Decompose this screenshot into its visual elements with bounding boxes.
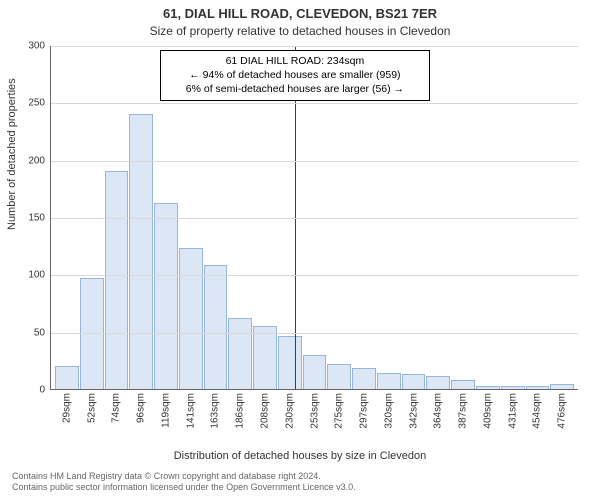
- x-tick-label: 431sqm: [507, 389, 518, 429]
- histogram-bar: [55, 366, 79, 389]
- annotation-line-3: 6% of semi-detached houses are larger (5…: [169, 82, 421, 96]
- y-tick-label: 250: [28, 98, 51, 109]
- histogram-bar: [228, 318, 252, 389]
- histogram-bar: [253, 326, 277, 389]
- y-tick-label: 150: [28, 213, 51, 224]
- x-tick-label: 119sqm: [160, 389, 171, 428]
- x-axis-label: Distribution of detached houses by size …: [0, 450, 600, 462]
- annotation-box: 61 DIAL HILL ROAD: 234sqm ← 94% of detac…: [160, 50, 430, 101]
- chart-title: 61, DIAL HILL ROAD, CLEVEDON, BS21 7ER: [0, 6, 600, 21]
- x-tick-label: 364sqm: [433, 389, 444, 429]
- plot-area: 29sqm52sqm74sqm96sqm119sqm141sqm163sqm18…: [50, 46, 578, 390]
- histogram-bar: [278, 336, 302, 389]
- histogram-bar: [204, 265, 228, 389]
- gridline: [51, 218, 578, 219]
- histogram-bar: [129, 114, 153, 389]
- x-tick-label: 409sqm: [482, 389, 493, 429]
- gridline: [51, 103, 578, 104]
- histogram-bar: [402, 374, 426, 389]
- x-tick-label: 476sqm: [557, 389, 568, 429]
- x-tick-label: 275sqm: [334, 389, 345, 429]
- histogram-bar: [105, 171, 129, 389]
- x-tick-label: 74sqm: [111, 389, 122, 423]
- y-tick-label: 0: [39, 385, 51, 396]
- footer-attribution: Contains HM Land Registry data © Crown c…: [12, 471, 588, 494]
- x-tick-label: 96sqm: [136, 389, 147, 423]
- y-tick-label: 300: [28, 41, 51, 52]
- annotation-line-1: 61 DIAL HILL ROAD: 234sqm: [169, 54, 421, 68]
- x-tick-label: 230sqm: [284, 389, 295, 429]
- histogram-bar: [303, 355, 327, 389]
- x-tick-label: 29sqm: [61, 389, 72, 423]
- x-tick-label: 342sqm: [408, 389, 419, 429]
- y-tick-label: 200: [28, 155, 51, 166]
- histogram-bar: [451, 380, 475, 389]
- x-tick-label: 52sqm: [86, 389, 97, 423]
- gridline: [51, 333, 578, 334]
- x-tick-label: 253sqm: [309, 389, 320, 429]
- x-tick-label: 208sqm: [260, 389, 271, 429]
- annotation-line-2: ← 94% of detached houses are smaller (95…: [169, 68, 421, 82]
- x-tick-label: 387sqm: [458, 389, 469, 429]
- x-tick-label: 141sqm: [185, 389, 196, 429]
- x-tick-label: 297sqm: [359, 389, 370, 429]
- gridline: [51, 275, 578, 276]
- histogram-bar: [327, 364, 351, 389]
- x-tick-label: 186sqm: [235, 389, 246, 429]
- y-axis-label: Number of detached properties: [6, 78, 18, 230]
- x-tick-label: 320sqm: [383, 389, 394, 429]
- gridline: [51, 161, 578, 162]
- x-tick-label: 163sqm: [210, 389, 221, 429]
- x-tick-label: 454sqm: [532, 389, 543, 429]
- histogram-bar: [154, 203, 178, 389]
- histogram-bar: [352, 368, 376, 389]
- property-size-chart: 61, DIAL HILL ROAD, CLEVEDON, BS21 7ER S…: [0, 0, 600, 500]
- y-tick-label: 100: [28, 270, 51, 281]
- histogram-bar: [179, 248, 203, 389]
- gridline: [51, 46, 578, 47]
- histogram-bar: [426, 376, 450, 389]
- footer-line-1: Contains HM Land Registry data © Crown c…: [12, 471, 588, 483]
- y-tick-label: 50: [34, 327, 51, 338]
- histogram-bar: [377, 373, 401, 389]
- footer-line-2: Contains public sector information licen…: [12, 482, 588, 494]
- chart-subtitle: Size of property relative to detached ho…: [0, 24, 600, 38]
